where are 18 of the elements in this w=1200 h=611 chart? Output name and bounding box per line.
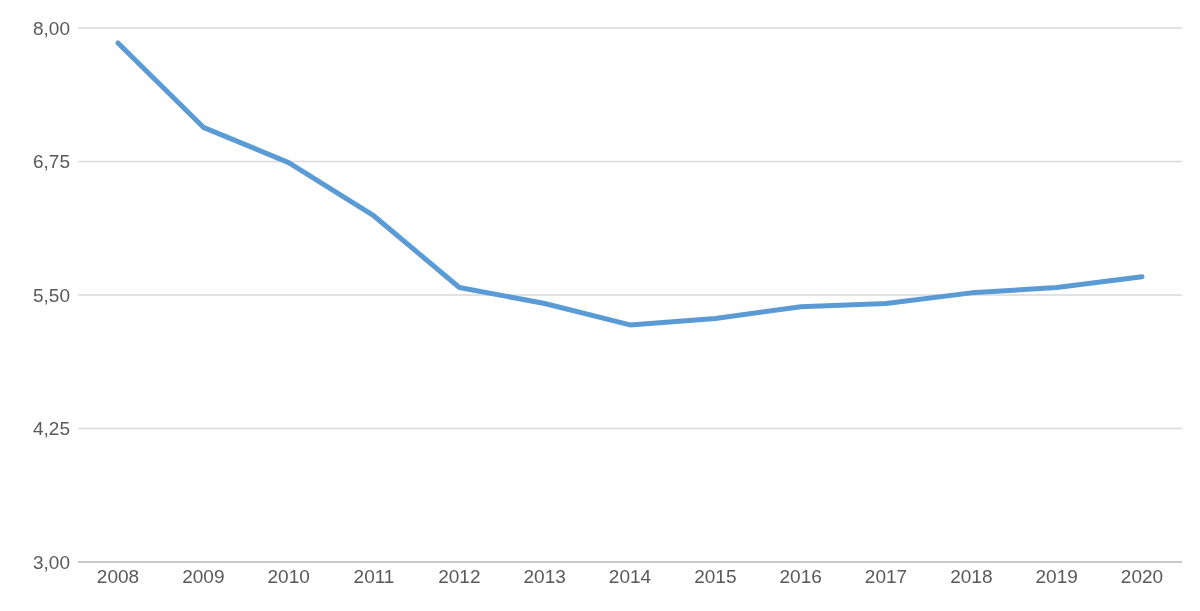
y-tick-label: 4,25 xyxy=(33,418,70,440)
y-tick-label: 8,00 xyxy=(33,17,70,39)
x-tick-label: 2017 xyxy=(864,566,908,588)
x-tick-label: 2015 xyxy=(694,566,737,588)
x-tick-label: 2011 xyxy=(353,566,395,588)
x-tick-label: 2009 xyxy=(182,566,225,588)
y-tick-label: 5,50 xyxy=(33,284,70,306)
x-tick-label: 2012 xyxy=(438,566,481,588)
x-tick-label: 2018 xyxy=(950,566,993,588)
y-tick-label: 6,75 xyxy=(33,151,70,173)
y-tick-label: 3,00 xyxy=(33,551,70,573)
x-tick-label: 2020 xyxy=(1120,566,1164,588)
x-tick-label: 2016 xyxy=(779,566,822,588)
x-tick-label: 2019 xyxy=(1035,566,1078,588)
x-tick-label: 2010 xyxy=(267,566,310,588)
x-tick-label: 2013 xyxy=(523,566,566,588)
x-tick-label: 2008 xyxy=(96,566,140,588)
x-tick-label: 2014 xyxy=(608,566,652,588)
